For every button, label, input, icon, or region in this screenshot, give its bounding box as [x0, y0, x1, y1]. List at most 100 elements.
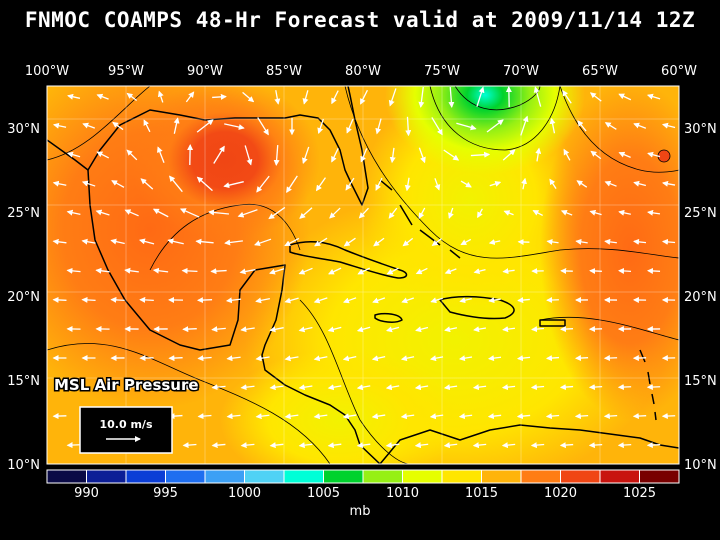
- lon-label: 90°W: [187, 64, 223, 79]
- colorbar-bin: [165, 469, 206, 484]
- wind-arrow: [342, 355, 357, 362]
- wind-arrow: [138, 238, 155, 245]
- wind-arrow: [66, 442, 81, 449]
- wind-arrow: [81, 180, 96, 187]
- wind-arrow: [517, 297, 530, 304]
- wind-arrow: [414, 442, 429, 449]
- wind-arrow: [661, 180, 676, 187]
- isobars: [47, 86, 679, 464]
- wind-arrow: [375, 177, 383, 191]
- wind-arrow: [52, 296, 67, 303]
- wind-arrow: [545, 413, 560, 420]
- wind-arrow: [574, 355, 589, 362]
- wind-arrow: [269, 384, 284, 391]
- wind-arrow: [329, 207, 341, 219]
- wind-arrow: [501, 384, 516, 391]
- wind-arrow: [360, 148, 368, 163]
- wind-arrow: [327, 384, 342, 391]
- colorbar-bin: [599, 469, 640, 484]
- wind-arrow: [157, 90, 164, 103]
- colorbar-tick-label: 1005: [307, 486, 340, 501]
- wind-arrow: [385, 442, 400, 449]
- wind-arrow: [167, 238, 184, 245]
- colorbar: 990 995 1000 1005 1010 1015 1020 1025: [46, 469, 680, 501]
- wind-arrow: [96, 151, 110, 159]
- wind-arrow: [66, 209, 81, 216]
- lon-label: 70°W: [503, 64, 539, 79]
- colorbar-bin: [441, 469, 482, 484]
- wind-arrow: [431, 117, 443, 136]
- wind-arrow: [448, 86, 455, 108]
- wind-arrow: [313, 413, 328, 420]
- wind-arrow: [356, 442, 371, 449]
- wind-arrow: [157, 146, 165, 163]
- wind-arrow: [430, 297, 443, 304]
- coast-cuba: [289, 240, 408, 279]
- wind-arrow: [444, 268, 457, 275]
- wind-arrow: [546, 238, 559, 245]
- wind-arrow: [386, 326, 400, 333]
- lat-label-left: 10°N: [7, 458, 40, 473]
- wind-arrow: [327, 326, 342, 333]
- wind-arrow: [255, 355, 270, 362]
- wind-arrow: [360, 89, 368, 105]
- colorbar-bin: [283, 469, 324, 484]
- wind-arrow: [257, 117, 269, 136]
- wind-arrow: [286, 175, 298, 193]
- wind-arrow: [124, 209, 139, 217]
- wind-arrow: [284, 237, 300, 247]
- wind-arrow: [429, 413, 444, 420]
- wind-arrow: [618, 151, 631, 158]
- wind-arrow: [405, 116, 412, 137]
- colorbar-bin: [86, 469, 127, 484]
- colorbar-bin: [520, 469, 561, 484]
- wind-arrow: [211, 384, 226, 391]
- wind-arrow: [516, 413, 531, 420]
- wind-arrow: [268, 206, 286, 220]
- wind-arrow: [256, 175, 270, 193]
- wind-arrow: [488, 239, 501, 246]
- wind-arrow: [456, 122, 477, 131]
- pressure-high-gulf: [130, 86, 320, 240]
- wind-arrow: [459, 297, 472, 304]
- wind-arrow: [559, 442, 574, 449]
- wind-arrow: [225, 297, 242, 304]
- wind-arrow: [633, 122, 647, 129]
- wind-arrow: [240, 384, 255, 391]
- wind-arrow: [269, 442, 284, 449]
- colorbar-tick-label: 990: [74, 486, 99, 501]
- wind-arrow: [460, 238, 472, 246]
- wind-arrow: [81, 296, 96, 303]
- wind-arrow: [224, 239, 243, 246]
- colorbar-bin: [323, 469, 364, 484]
- wind-arrow: [562, 89, 572, 104]
- wind-arrow: [255, 297, 271, 304]
- wind-arrow: [488, 297, 501, 304]
- wind-arrow: [111, 180, 125, 188]
- wind-arrow: [343, 237, 356, 247]
- wind-arrow: [563, 148, 571, 161]
- colorbar-bin: [481, 469, 522, 484]
- wind-arrow: [110, 296, 125, 303]
- pressure-field-low-band-south: [220, 350, 460, 464]
- wind-arrow: [284, 297, 299, 304]
- wind-arrow: [404, 177, 411, 192]
- wind-arrow: [617, 384, 632, 391]
- wind-arrow: [633, 238, 647, 245]
- colorbar-bin: [204, 469, 245, 484]
- wind-arrow: [327, 442, 342, 449]
- wind-arrow: [152, 267, 169, 274]
- wind-arrow: [331, 90, 339, 105]
- wind-arrow: [358, 207, 369, 219]
- lat-label-left: 15°N: [7, 374, 40, 389]
- wind-arrow: [661, 122, 676, 129]
- wind-arrow: [152, 208, 169, 218]
- wind-arrow: [226, 355, 241, 362]
- wind-arrow: [470, 151, 491, 158]
- wind-arrow: [486, 119, 504, 133]
- wind-arrow: [284, 413, 299, 420]
- wind-arrow: [212, 93, 227, 100]
- colorbar-tick-label: 1015: [465, 486, 498, 501]
- wind-arrow: [414, 384, 429, 391]
